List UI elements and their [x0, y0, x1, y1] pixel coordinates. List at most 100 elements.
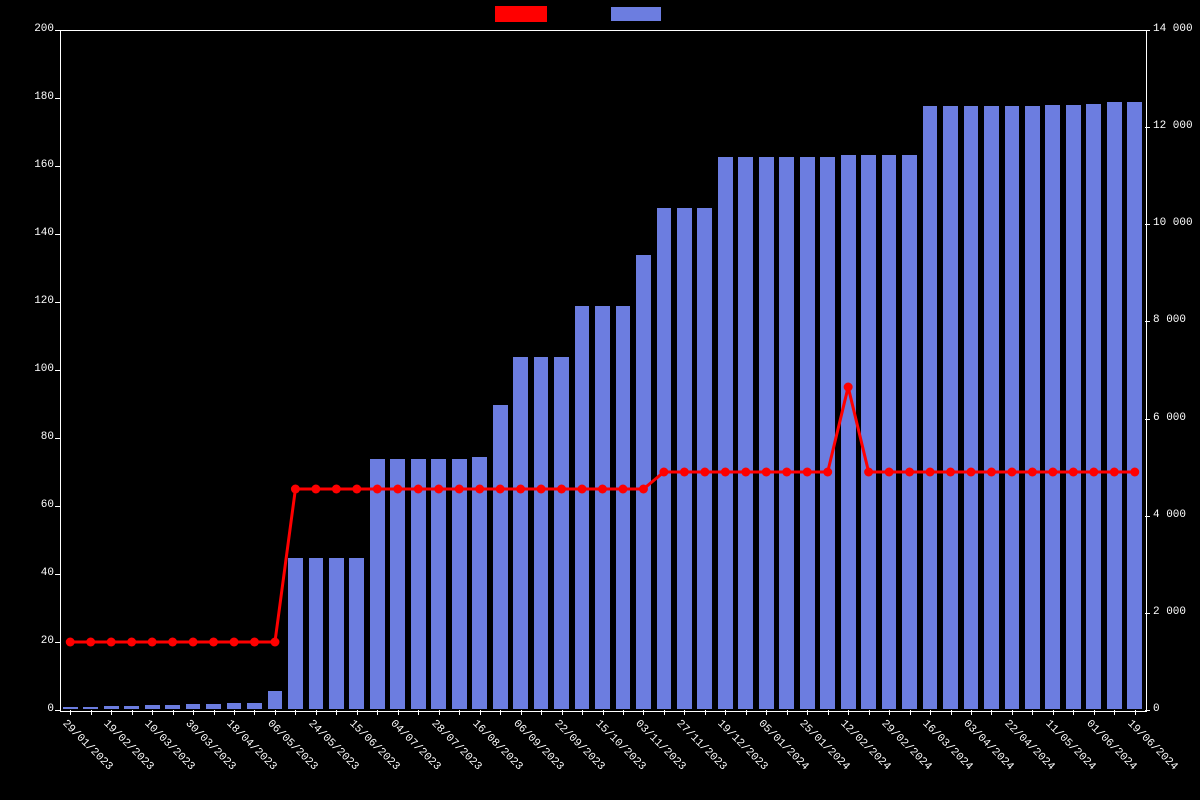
y-left-tick [55, 166, 60, 167]
x-tick [132, 710, 133, 715]
bar [819, 156, 836, 710]
y-left-tick [55, 642, 60, 643]
x-tick [787, 710, 788, 715]
x-tick [725, 710, 726, 715]
y-right-tick-label: 4 000 [1153, 509, 1200, 521]
x-tick [582, 710, 583, 715]
x-tick [70, 710, 71, 715]
x-tick [193, 710, 194, 715]
x-tick [684, 710, 685, 715]
bar [758, 156, 775, 710]
x-tick [111, 710, 112, 715]
bar [1004, 105, 1021, 710]
x-tick [418, 710, 419, 715]
x-tick [459, 710, 460, 715]
y-left-tick [55, 234, 60, 235]
x-tick [152, 710, 153, 715]
x-tick [869, 710, 870, 715]
x-tick [991, 710, 992, 715]
x-tick [807, 710, 808, 715]
bar [533, 356, 550, 710]
x-tick [1135, 710, 1136, 715]
x-tick [705, 710, 706, 715]
bar [901, 154, 918, 710]
x-tick [254, 710, 255, 715]
y-left-tick [55, 438, 60, 439]
y-left-tick-label: 60 [14, 499, 54, 511]
y-right-tick-label: 12 000 [1153, 120, 1200, 132]
legend-swatch-bar [610, 6, 662, 22]
bar [1106, 101, 1123, 710]
x-tick [1114, 710, 1115, 715]
x-tick [500, 710, 501, 715]
bar [1085, 103, 1102, 710]
y-left-tick [55, 98, 60, 99]
bar [696, 207, 713, 710]
x-tick [173, 710, 174, 715]
x-tick [398, 710, 399, 715]
bar [328, 557, 345, 710]
bar [451, 458, 468, 710]
x-tick [214, 710, 215, 715]
x-tick [623, 710, 624, 715]
y-left-tick-label: 20 [14, 635, 54, 647]
y-right-tick [1145, 224, 1150, 225]
y-left-tick [55, 302, 60, 303]
bar [267, 690, 284, 710]
y-left-tick [55, 370, 60, 371]
bar [881, 154, 898, 710]
x-tick [1053, 710, 1054, 715]
bar [778, 156, 795, 710]
y-right-tick-label: 0 [1153, 703, 1200, 715]
bar [860, 154, 877, 710]
bar [308, 557, 325, 710]
x-tick [766, 710, 767, 715]
y-right-tick [1145, 30, 1150, 31]
bar [983, 105, 1000, 710]
bar [348, 557, 365, 710]
bar [574, 305, 591, 710]
x-tick [357, 710, 358, 715]
bar [287, 557, 304, 710]
bar [553, 356, 570, 710]
y-right-tick [1145, 516, 1150, 517]
x-tick [828, 710, 829, 715]
bar [1126, 101, 1143, 710]
y-right-tick [1145, 321, 1150, 322]
x-tick [336, 710, 337, 715]
x-tick [562, 710, 563, 715]
y-right-tick [1145, 710, 1150, 711]
bar [942, 105, 959, 710]
bar [246, 702, 263, 710]
bar [840, 154, 857, 710]
bar [389, 458, 406, 710]
combo-chart: 02040608010012014016018020002 0004 0006 … [0, 0, 1200, 800]
bar [492, 404, 509, 710]
x-tick [1094, 710, 1095, 715]
y-left-tick-label: 180 [14, 91, 54, 103]
y-right-tick-label: 2 000 [1153, 606, 1200, 618]
x-tick [480, 710, 481, 715]
bar [410, 458, 427, 710]
x-tick [643, 710, 644, 715]
x-tick [848, 710, 849, 715]
bar [512, 356, 529, 710]
bar [226, 702, 243, 710]
legend-swatch-line [495, 6, 547, 22]
y-right-tick [1145, 127, 1150, 128]
bar [615, 305, 632, 710]
bar [737, 156, 754, 710]
y-left-tick-label: 100 [14, 363, 54, 375]
bar [1024, 105, 1041, 710]
y-left-tick [55, 574, 60, 575]
bar [369, 458, 386, 710]
x-tick [521, 710, 522, 715]
bar [922, 105, 939, 710]
x-tick [91, 710, 92, 715]
x-tick [889, 710, 890, 715]
x-tick [910, 710, 911, 715]
bar [471, 456, 488, 710]
y-left-tick-label: 160 [14, 159, 54, 171]
y-left-tick-label: 140 [14, 227, 54, 239]
x-tick [377, 710, 378, 715]
